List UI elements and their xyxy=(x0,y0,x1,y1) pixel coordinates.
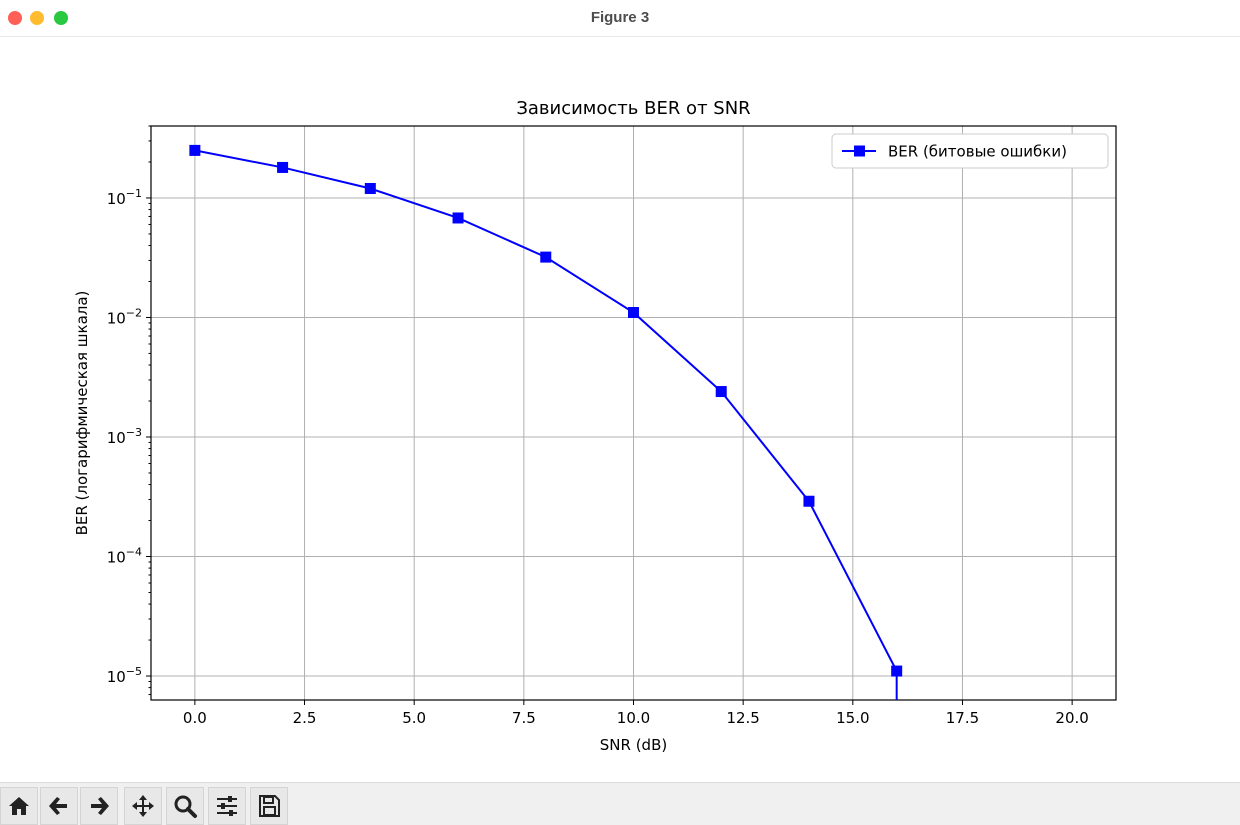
configure-subplots-button[interactable] xyxy=(208,787,246,825)
data-point-marker xyxy=(540,251,552,263)
data-point-marker xyxy=(803,495,815,507)
legend-box xyxy=(831,133,1109,169)
x-tick-label: 20.0 xyxy=(1055,709,1088,727)
chart-title: Зависимость BER от SNR xyxy=(516,98,750,119)
y-tick-label: 10−5 xyxy=(107,665,142,686)
y-tick-label: 10−2 xyxy=(107,306,142,327)
data-point-marker xyxy=(189,144,201,156)
y-tick-label: 10−1 xyxy=(107,187,142,208)
zoom-icon xyxy=(174,795,197,818)
x-tick-label: 0.0 xyxy=(183,709,207,727)
configure-subplots-icon xyxy=(217,796,237,816)
navigation-toolbar xyxy=(0,782,1240,825)
back-button[interactable] xyxy=(40,787,78,825)
x-tick-label: 15.0 xyxy=(836,709,869,727)
data-point-marker xyxy=(277,161,289,173)
forward-button[interactable] xyxy=(80,787,118,825)
x-tick-label: 17.5 xyxy=(946,709,979,727)
back-arrow-icon xyxy=(49,797,67,815)
pan-icon xyxy=(132,795,154,817)
save-button[interactable] xyxy=(250,787,288,825)
x-tick-label: 12.5 xyxy=(726,709,759,727)
pan-button[interactable] xyxy=(124,787,162,825)
data-point-marker xyxy=(891,665,903,677)
close-window-button[interactable] xyxy=(8,11,22,25)
x-tick-label: 7.5 xyxy=(512,709,536,727)
data-point-marker xyxy=(364,182,376,194)
axes-frame xyxy=(150,125,1117,701)
x-tick-label: 5.0 xyxy=(402,709,426,727)
y-tick-label: 10−4 xyxy=(107,546,142,567)
x-tick-label: 2.5 xyxy=(293,709,317,727)
legend-marker xyxy=(854,145,865,157)
save-icon xyxy=(259,795,280,817)
minimize-window-button[interactable] xyxy=(30,11,44,25)
data-point-marker xyxy=(452,212,464,224)
home-icon xyxy=(9,797,29,815)
home-button[interactable] xyxy=(0,787,38,825)
series-group xyxy=(189,144,903,700)
y-tick-label: 10−3 xyxy=(107,426,142,447)
ber-chart: 0.0 2.5 5.0 7.5 10.0 12.5 15.0 17.5 20.0 10−1 10−2… xyxy=(73,98,1117,754)
zoom-button[interactable] xyxy=(166,787,204,825)
plot-area: 0.0 2.5 5.0 7.5 10.0 12.5 15.0 17.5 20.0 10−1 10−2… xyxy=(0,37,1240,782)
title-bar: Figure 3 xyxy=(0,0,1240,37)
forward-arrow-icon xyxy=(91,797,109,815)
data-point-marker xyxy=(715,386,727,398)
legend: BER (битовые ошибки) xyxy=(831,133,1109,169)
legend-label: BER (битовые ошибки) xyxy=(888,143,1067,161)
x-axis-label: SNR (dB) xyxy=(600,736,667,754)
maximize-window-button[interactable] xyxy=(54,11,68,25)
data-point-marker xyxy=(628,307,639,319)
x-tick-label: 10.0 xyxy=(617,709,650,727)
y-axis-label: BER (логарифмическая шкала) xyxy=(73,291,91,536)
window-title: Figure 3 xyxy=(590,9,650,26)
